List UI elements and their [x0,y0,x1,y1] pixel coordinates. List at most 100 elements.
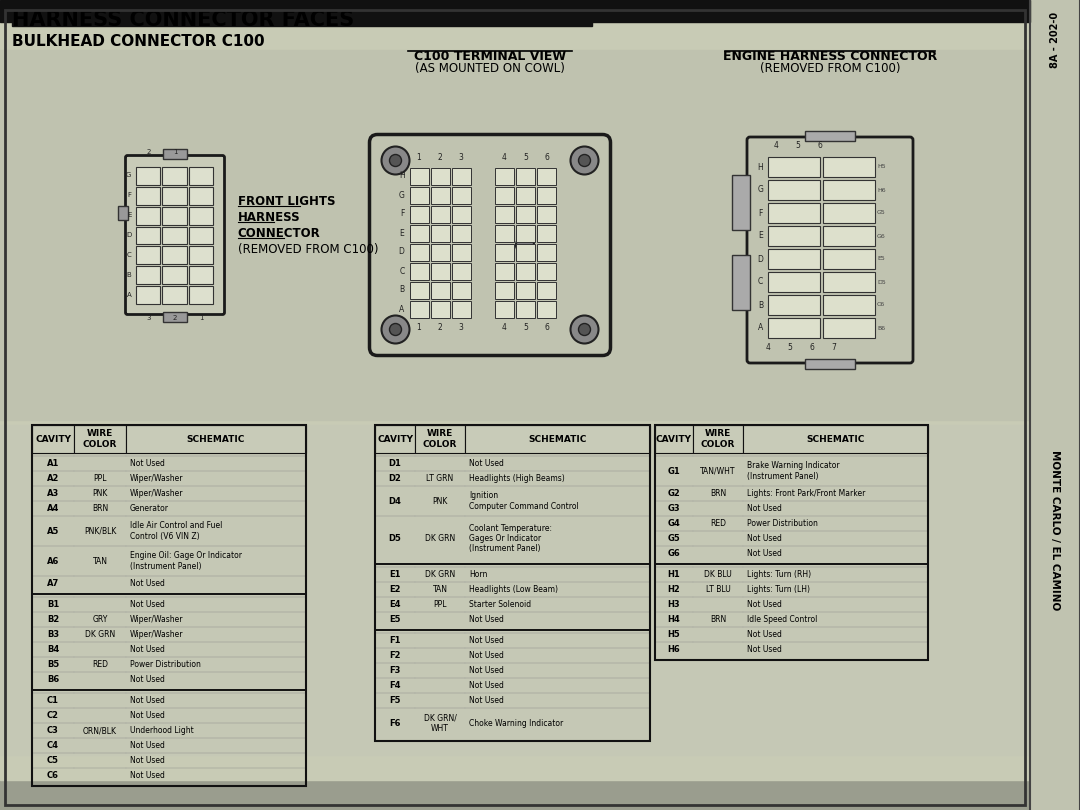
Text: G4: G4 [667,519,680,528]
Text: Not Used: Not Used [469,651,504,660]
Text: CAVITY: CAVITY [656,434,692,444]
Circle shape [390,155,402,167]
Bar [516,206,535,223]
Circle shape [579,323,591,335]
Text: F6: F6 [389,718,401,727]
Bar [32,425,75,453]
Text: Not Used: Not Used [130,771,165,780]
Bar [732,255,750,310]
Text: H6: H6 [667,645,680,654]
Text: TAN: TAN [93,556,108,565]
Bar [823,180,875,200]
Text: 5: 5 [787,343,793,352]
Circle shape [570,316,598,343]
Text: E2: E2 [389,585,401,594]
Bar [32,690,306,786]
Bar [431,224,449,241]
Text: Horn: Horn [469,570,487,579]
Text: PPL: PPL [433,600,447,609]
Text: Not Used: Not Used [747,534,782,543]
Bar [654,425,928,453]
Text: Not Used: Not Used [469,636,504,645]
Text: DK GRN: DK GRN [424,570,455,579]
Text: A6: A6 [46,556,59,565]
Text: F: F [758,208,762,218]
Text: 2: 2 [147,150,151,156]
Text: H: H [757,163,762,172]
Bar [415,425,465,453]
Bar [189,227,213,245]
Text: A: A [126,292,132,297]
Text: RED: RED [92,660,108,669]
Text: Generator: Generator [130,504,168,513]
Bar [654,564,928,660]
Bar [768,157,820,177]
Bar [823,249,875,269]
Bar [189,286,213,304]
Bar [537,301,556,318]
Bar [495,244,514,261]
Text: E: E [400,228,405,237]
Text: (AS MOUNTED ON COWL): (AS MOUNTED ON COWL) [415,62,565,75]
Bar [451,186,471,203]
Text: B: B [126,271,132,278]
Text: C: C [126,252,132,258]
Text: Not Used: Not Used [747,549,782,558]
Bar [136,187,160,205]
Bar [823,318,875,338]
Text: Not Used: Not Used [130,741,165,750]
Bar [431,301,449,318]
Bar [0,425,1030,755]
Text: Not Used: Not Used [747,645,782,654]
Bar [375,425,415,453]
Bar [654,453,928,564]
Text: (REMOVED FROM C100): (REMOVED FROM C100) [238,243,378,256]
Text: D5: D5 [389,534,402,543]
Text: HARNESS: HARNESS [238,211,300,224]
Text: F: F [127,192,132,198]
Circle shape [381,147,409,174]
Bar [451,301,471,318]
Text: C: C [758,278,762,287]
Text: D: D [399,248,405,257]
Text: B: B [400,285,405,295]
Text: Not Used: Not Used [130,675,165,684]
Bar [189,167,213,185]
Text: TAN/WHT: TAN/WHT [700,467,735,475]
Text: BULKHEAD CONNECTOR C100: BULKHEAD CONNECTOR C100 [12,34,265,49]
Text: C3: C3 [48,726,59,735]
Bar [516,282,535,299]
Text: 1: 1 [417,152,421,161]
Text: 2: 2 [437,322,443,331]
Text: D5: D5 [877,279,886,284]
Text: TAN: TAN [432,585,447,594]
Text: H6: H6 [877,187,886,193]
Bar [537,206,556,223]
Bar [0,50,1030,420]
Text: SCHEMATIC: SCHEMATIC [187,434,245,444]
Text: CONNECTOR: CONNECTOR [238,227,321,240]
Bar [537,244,556,261]
Bar [375,453,650,564]
Text: H5: H5 [877,164,886,169]
Bar [451,262,471,279]
Text: PNK: PNK [92,489,108,498]
Text: Not Used: Not Used [747,504,782,513]
Bar [162,286,187,304]
Text: 6: 6 [544,152,549,161]
Text: Choke Warning Indicator: Choke Warning Indicator [469,718,564,727]
Text: DK BLU: DK BLU [704,570,732,579]
Bar [495,262,514,279]
Bar [516,186,535,203]
Bar [431,282,449,299]
Text: C2: C2 [48,711,59,720]
Bar [162,246,187,264]
Bar [409,206,429,223]
Text: Idle Speed Control: Idle Speed Control [747,615,818,624]
Text: A3: A3 [46,489,59,498]
Bar [823,157,875,177]
Bar [654,425,928,660]
Text: 3: 3 [459,152,463,161]
Text: B6: B6 [46,675,59,684]
Text: Engine Oil: Gage Or Indicator
(Instrument Panel): Engine Oil: Gage Or Indicator (Instrumen… [130,552,242,570]
